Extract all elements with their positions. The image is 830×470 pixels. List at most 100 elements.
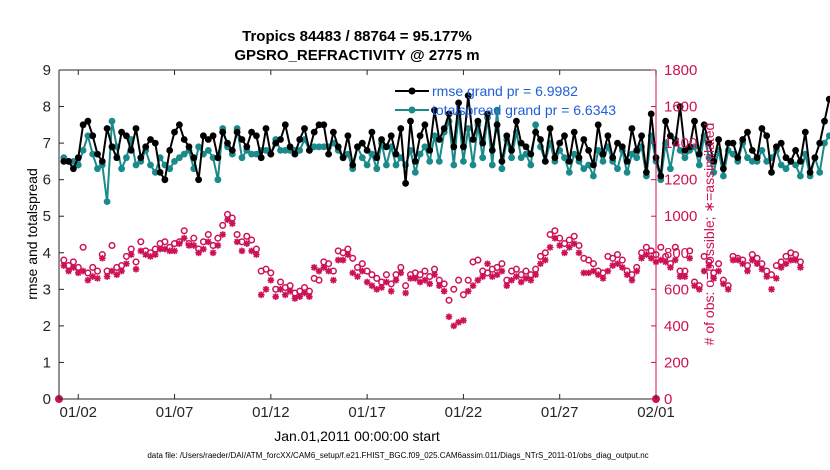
totalspread-point bbox=[84, 132, 92, 140]
totalspread-point bbox=[782, 165, 790, 173]
obs-assimilated-marker bbox=[200, 245, 207, 253]
totalspread-point bbox=[777, 161, 785, 169]
obs-possible-marker bbox=[613, 251, 622, 259]
y2-tick-label: 400 bbox=[664, 318, 689, 335]
rmse-point bbox=[315, 121, 323, 129]
rmse-point bbox=[744, 128, 751, 136]
obs-assimilated-marker bbox=[113, 271, 121, 279]
rmse-point bbox=[522, 143, 530, 151]
obs-possible-marker bbox=[416, 271, 424, 279]
rmse-point bbox=[325, 150, 332, 158]
totalspread-point bbox=[147, 161, 154, 169]
y2-tick-label: 800 bbox=[664, 245, 689, 262]
rmse-point bbox=[590, 161, 597, 169]
obs-possible-marker bbox=[657, 243, 665, 251]
totalspread-point bbox=[358, 154, 366, 162]
rmse-point bbox=[695, 150, 703, 158]
rmse-point bbox=[671, 139, 679, 147]
rmse-point bbox=[204, 136, 212, 143]
obs-possible-marker bbox=[647, 247, 655, 255]
obs-assimilated-marker bbox=[643, 251, 650, 258]
rmse-point bbox=[517, 139, 525, 147]
totalspread-point bbox=[667, 165, 674, 173]
totalspread-point bbox=[825, 132, 830, 140]
totalspread-point bbox=[214, 176, 222, 184]
obs-assimilated-marker bbox=[436, 282, 443, 289]
obs-assimilated-marker bbox=[60, 262, 68, 269]
totalspread-point bbox=[431, 132, 438, 140]
rmse-point bbox=[330, 128, 337, 136]
obs-possible-marker bbox=[498, 260, 506, 268]
obs-assimilated-marker bbox=[325, 267, 332, 275]
x-axis-label: Jan.01,2011 00:00:00 start bbox=[274, 428, 440, 444]
obs-assimilated-marker bbox=[402, 289, 409, 297]
totalspread-point bbox=[151, 169, 159, 176]
totalspread-point bbox=[262, 147, 270, 154]
obs-assimilated-marker bbox=[710, 275, 718, 282]
obs-assimilated-marker bbox=[315, 267, 323, 275]
obs-assimilated-marker bbox=[551, 234, 559, 242]
rmse-point bbox=[233, 128, 241, 136]
obs-assimilated-marker bbox=[253, 251, 260, 258]
obs-possible-marker bbox=[233, 230, 241, 239]
obs-assimilated-marker bbox=[339, 256, 347, 264]
rmse-point bbox=[599, 150, 607, 158]
totalspread-point bbox=[89, 150, 97, 158]
rmse-point bbox=[123, 132, 130, 140]
obs-assimilated-marker bbox=[267, 276, 275, 284]
obs-assimilated-marker bbox=[334, 256, 342, 264]
rmse-point bbox=[281, 121, 289, 129]
obs-possible-marker bbox=[402, 282, 410, 290]
obs-possible-marker bbox=[618, 256, 626, 264]
x-ticks: 01/02 01/07 01/12 01/17 01/22 01/27 02/01 bbox=[59, 70, 675, 421]
obs-assimilated-marker bbox=[792, 256, 799, 264]
chart-title: Tropics 84483 / 88764 = 95.177% bbox=[242, 28, 472, 45]
rmse-point bbox=[594, 121, 602, 129]
obs-assimilated-marker bbox=[532, 271, 539, 279]
rmse-point bbox=[503, 132, 511, 140]
rmse-point bbox=[469, 136, 477, 143]
totalspread-point bbox=[460, 158, 467, 165]
obs-assimilated-marker bbox=[590, 267, 597, 275]
obs-assimilated-marker bbox=[296, 293, 304, 300]
totalspread-point bbox=[363, 161, 371, 169]
totalspread-point bbox=[383, 161, 390, 169]
obs-assimilated-marker bbox=[450, 322, 458, 330]
y2-tick-label: 0 bbox=[664, 391, 672, 408]
y-tick-label: 0 bbox=[43, 391, 51, 408]
obs-possible-marker bbox=[368, 271, 376, 279]
totalspread-point bbox=[565, 169, 573, 176]
rmse-point bbox=[383, 143, 390, 151]
obs-possible-marker bbox=[570, 232, 578, 240]
obs-assimilated-marker bbox=[397, 269, 405, 277]
x-tick-label: 01/17 bbox=[348, 404, 386, 421]
x-tick-label: 01/02 bbox=[59, 404, 97, 421]
obs-assimilated-marker bbox=[224, 216, 231, 224]
y2-tick-label: 1000 bbox=[664, 208, 697, 225]
obs-possible-marker bbox=[541, 249, 549, 257]
obs-possible-marker bbox=[686, 247, 694, 255]
totalspread-point bbox=[435, 158, 443, 165]
rmse-point bbox=[156, 169, 164, 176]
rmse-point bbox=[180, 136, 188, 143]
totalspread-point bbox=[488, 161, 496, 169]
rmse-point bbox=[691, 117, 698, 125]
rmse-point bbox=[565, 158, 573, 165]
obs-assimilated-marker bbox=[407, 275, 414, 282]
obs-possible-marker bbox=[132, 258, 140, 266]
obs-assimilated-marker bbox=[594, 271, 602, 279]
y-tick-label: 2 bbox=[43, 318, 51, 335]
obs-assimilated-marker bbox=[455, 318, 462, 326]
obs-assimilated-marker bbox=[233, 238, 241, 246]
totalspread-point bbox=[195, 143, 203, 151]
totalspread-point bbox=[493, 106, 501, 114]
plot-area bbox=[59, 70, 656, 399]
totalspread-point bbox=[180, 150, 188, 158]
obs-assimilated-marker bbox=[782, 260, 790, 268]
obs-possible-marker bbox=[248, 236, 256, 244]
obs-series bbox=[55, 210, 804, 403]
rmse-point bbox=[493, 121, 501, 129]
rmse-point bbox=[604, 132, 612, 140]
totalspread-point bbox=[79, 147, 87, 154]
